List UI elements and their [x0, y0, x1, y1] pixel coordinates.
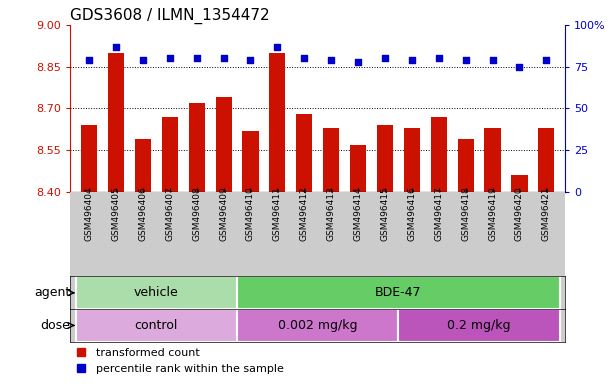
Point	[326, 57, 336, 63]
Bar	[350, 145, 366, 192]
Bar	[431, 117, 447, 192]
Bar	[76, 276, 237, 309]
Bar	[458, 139, 474, 192]
Point	[246, 57, 255, 63]
Text: GDS3608 / ILMN_1354472: GDS3608 / ILMN_1354472	[70, 7, 270, 23]
Point	[192, 55, 202, 61]
Point	[380, 55, 390, 61]
Bar	[538, 128, 554, 192]
Bar	[269, 53, 285, 192]
Bar	[485, 128, 500, 192]
Text: vehicle: vehicle	[134, 286, 178, 299]
Bar	[237, 309, 398, 342]
Point	[84, 57, 94, 63]
Bar	[135, 139, 151, 192]
Point	[165, 55, 175, 61]
Point	[219, 55, 229, 61]
Point	[299, 55, 309, 61]
Text: BDE-47: BDE-47	[375, 286, 422, 299]
Point	[434, 55, 444, 61]
Text: control: control	[134, 319, 178, 332]
Point	[488, 57, 497, 63]
Bar	[76, 309, 237, 342]
Point	[353, 59, 363, 65]
Legend: transformed count, percentile rank within the sample: transformed count, percentile rank withi…	[76, 347, 284, 374]
Bar	[189, 103, 205, 192]
Bar	[108, 53, 124, 192]
Text: dose: dose	[41, 319, 70, 332]
Text: 0.002 mg/kg: 0.002 mg/kg	[278, 319, 357, 332]
Bar	[511, 175, 527, 192]
Point	[273, 44, 282, 50]
Bar	[404, 128, 420, 192]
Point	[407, 57, 417, 63]
Point	[138, 57, 148, 63]
Bar	[296, 114, 312, 192]
Point	[111, 44, 121, 50]
Bar	[323, 128, 339, 192]
Text: 0.2 mg/kg: 0.2 mg/kg	[447, 319, 511, 332]
Point	[461, 57, 470, 63]
Bar	[162, 117, 178, 192]
Bar	[398, 309, 560, 342]
Bar	[216, 97, 232, 192]
Bar	[237, 276, 560, 309]
Text: agent: agent	[34, 286, 70, 299]
Bar	[243, 131, 258, 192]
Bar	[377, 125, 393, 192]
Point	[514, 64, 524, 70]
Bar	[81, 125, 97, 192]
Point	[541, 57, 551, 63]
